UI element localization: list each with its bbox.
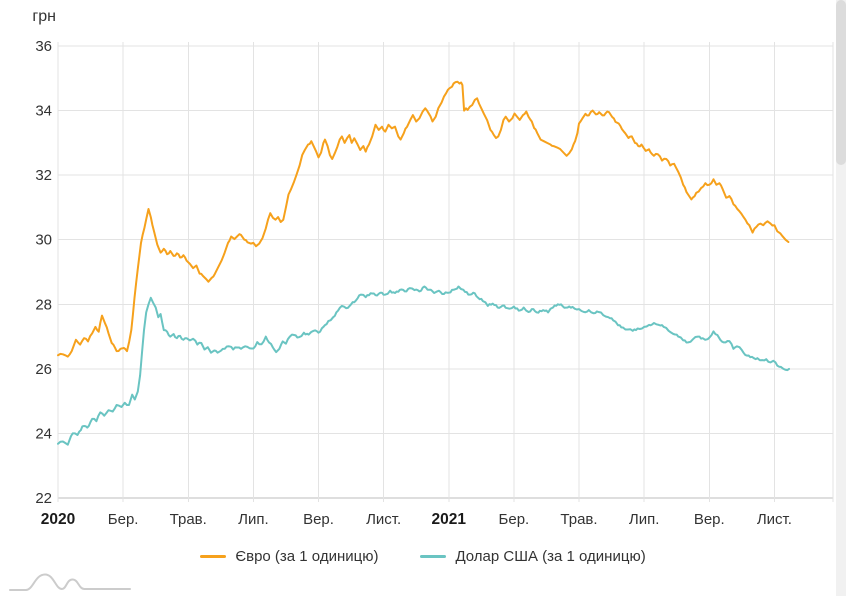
svg-text:2021: 2021 xyxy=(432,511,467,528)
chart-gridlines xyxy=(57,42,834,502)
usd-line-swatch-icon xyxy=(420,555,447,558)
svg-text:24: 24 xyxy=(35,425,52,442)
svg-text:28: 28 xyxy=(35,296,52,313)
svg-text:36: 36 xyxy=(35,38,52,55)
svg-text:2020: 2020 xyxy=(41,511,75,528)
chart-series-lines xyxy=(57,80,790,446)
svg-text:30: 30 xyxy=(35,232,52,249)
svg-text:Вер.: Вер. xyxy=(694,511,725,528)
euro-line-swatch-icon xyxy=(200,555,227,558)
y-axis-tick-labels: 36 34 32 30 28 26 24 22 xyxy=(35,38,52,507)
svg-text:32: 32 xyxy=(35,167,52,184)
chart-legend: Євро (за 1 одиницю) Долар США (за 1 один… xyxy=(0,548,846,565)
svg-text:22: 22 xyxy=(35,490,52,507)
scrollbar-thumb[interactable] xyxy=(836,0,846,165)
waves-logo-icon xyxy=(9,573,131,591)
svg-text:Трав.: Трав. xyxy=(560,511,597,528)
exchange-rate-chart[interactable]: грн 36 34 32 30 28 26 24 22 2020 Бер. Трав. Лип. Ве… xyxy=(0,0,846,540)
x-axis-tick-labels: 2020 Бер. Трав. Лип. Вер. Лист. 2021 Бер. Трав. Л… xyxy=(41,511,792,528)
svg-text:Лист.: Лист. xyxy=(366,511,401,528)
svg-text:Бер.: Бер. xyxy=(499,511,530,528)
legend-label-euro: Євро (за 1 одиницю) xyxy=(235,548,379,565)
scrollbar-track[interactable] xyxy=(836,0,846,596)
legend-item-usd[interactable]: Долар США (за 1 одиницю) xyxy=(420,548,646,565)
svg-text:Бер.: Бер. xyxy=(108,511,139,528)
svg-text:34: 34 xyxy=(35,103,52,120)
legend-label-usd: Долар США (за 1 одиницю) xyxy=(455,548,646,565)
svg-text:Вер.: Вер. xyxy=(303,511,334,528)
y-axis-unit-label: грн xyxy=(32,8,56,25)
svg-text:Лип.: Лип. xyxy=(629,511,660,528)
svg-text:Трав.: Трав. xyxy=(170,511,207,528)
svg-text:Лист.: Лист. xyxy=(757,511,792,528)
svg-text:Лип.: Лип. xyxy=(238,511,269,528)
legend-item-euro[interactable]: Євро (за 1 одиницю) xyxy=(200,548,378,565)
svg-text:26: 26 xyxy=(35,361,52,378)
